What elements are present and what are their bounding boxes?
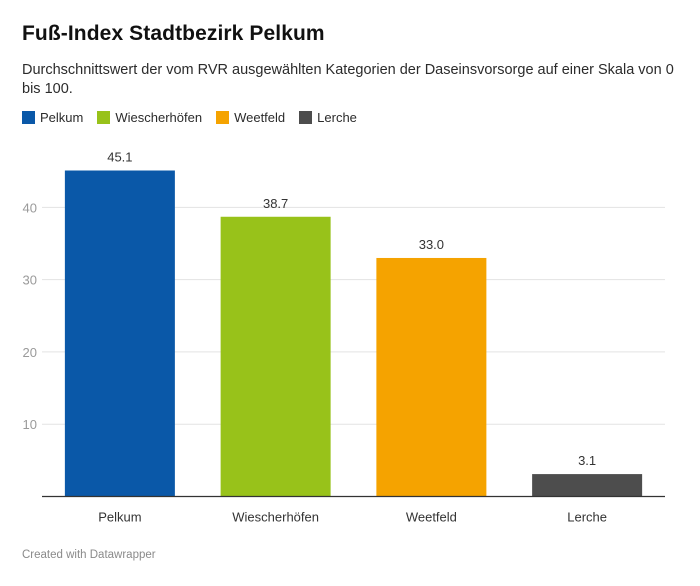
legend-label-weetfeld: Weetfeld (234, 110, 286, 125)
x-tick-label-pelkum: Pelkum (98, 510, 141, 525)
bar-lerche (532, 474, 643, 497)
y-tick-label-40: 40 (23, 200, 37, 215)
legend-item-pelkum: Pelkum (22, 110, 83, 125)
chart-legend: Pelkum Wiescherhöfen Weetfeld Lerche (22, 110, 371, 125)
legend-label-pelkum: Pelkum (40, 110, 84, 125)
footer-credit: Created with Datawrapper (22, 549, 156, 561)
legend-item-wiescherhoefen: Wiescherhöfen (97, 110, 202, 125)
bar-weetfeld (376, 257, 487, 497)
chart-subtitle: Durchschnittswert der vom RVR ausgewählt… (22, 62, 674, 97)
bar-chart: 10 20 30 40 45.1 Pelkum 38.7 Wiescherhöfen 33.0 W… (23, 150, 665, 525)
x-tick-label-weetfeld: Weetfeld (406, 510, 457, 525)
value-label-weetfeld: 33.0 (419, 237, 444, 252)
value-label-wiescherhoefen: 38.7 (263, 196, 288, 211)
legend-item-lerche: Lerche (299, 110, 357, 125)
legend-label-lerche: Lerche (317, 110, 357, 125)
bar-wiescherhoefen (220, 216, 331, 497)
legend-label-wiescherhoefen: Wiescherhöfen (115, 110, 203, 125)
chart-title: Fuß-Index Stadtbezirk Pelkum (22, 22, 325, 45)
x-tick-label-wiescherhoefen: Wiescherhöfen (232, 510, 319, 525)
x-tick-label-lerche: Lerche (567, 510, 607, 525)
y-tick-label-20: 20 (23, 345, 37, 360)
legend-swatch-lerche (299, 111, 313, 124)
value-label-lerche: 3.1 (578, 453, 596, 468)
legend-swatch-weetfeld (216, 111, 230, 124)
legend-swatch-pelkum (22, 111, 35, 124)
legend-swatch-wiescherhoefen (97, 111, 111, 124)
legend-item-weetfeld: Weetfeld (216, 110, 285, 125)
y-tick-label-10: 10 (23, 417, 37, 432)
y-tick-label-30: 30 (23, 273, 37, 288)
value-label-pelkum: 45.1 (107, 150, 132, 165)
bar-pelkum (64, 170, 175, 497)
